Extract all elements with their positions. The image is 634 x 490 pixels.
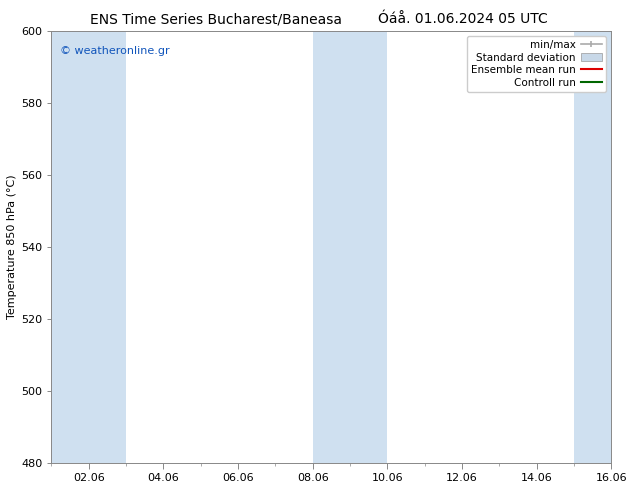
Y-axis label: Temperature 850 hPa (°C): Temperature 850 hPa (°C) (7, 174, 17, 319)
Bar (313, 30, 387, 463)
Bar (51, 30, 126, 463)
Bar (574, 30, 630, 463)
Text: © weatheronline.gr: © weatheronline.gr (60, 46, 169, 56)
Text: ENS Time Series Bucharest/Baneasa: ENS Time Series Bucharest/Baneasa (89, 12, 342, 26)
Text: Óáå. 01.06.2024 05 UTC: Óáå. 01.06.2024 05 UTC (378, 12, 548, 26)
Legend: min/max, Standard deviation, Ensemble mean run, Controll run: min/max, Standard deviation, Ensemble me… (467, 36, 606, 92)
Title: ENS Time Series Bucharest/Baneasa      Óáå. 01.06.2024 05 UTC: ENS Time Series Bucharest/Baneasa Óáå. 0… (0, 489, 1, 490)
